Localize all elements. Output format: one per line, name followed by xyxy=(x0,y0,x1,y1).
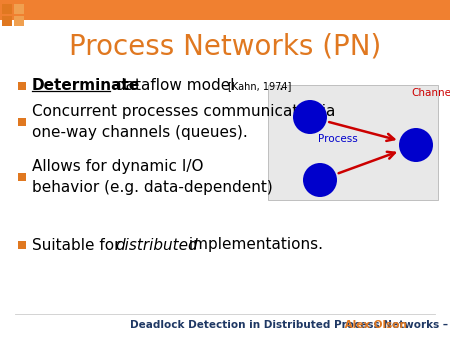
Text: Process Networks (PN): Process Networks (PN) xyxy=(69,32,381,60)
Text: dataflow model: dataflow model xyxy=(111,78,239,94)
Text: Determinate: Determinate xyxy=(32,78,140,94)
Bar xyxy=(18,82,26,90)
Text: distributed: distributed xyxy=(115,238,198,252)
Bar xyxy=(14,16,24,26)
Bar xyxy=(18,241,26,249)
Text: implementations.: implementations. xyxy=(184,238,323,252)
Circle shape xyxy=(399,128,433,162)
Text: Suitable for: Suitable for xyxy=(32,238,126,252)
Text: [Kahn, 1974]: [Kahn, 1974] xyxy=(228,81,292,91)
Bar xyxy=(18,173,26,181)
Text: Process: Process xyxy=(318,134,358,144)
Text: Alex Olson: Alex Olson xyxy=(341,320,407,330)
Bar xyxy=(18,118,26,126)
Circle shape xyxy=(303,163,337,197)
Circle shape xyxy=(293,100,327,134)
Text: .: . xyxy=(278,78,283,94)
Text: Allows for dynamic I/O
behavior (e.g. data-dependent): Allows for dynamic I/O behavior (e.g. da… xyxy=(32,159,273,195)
Bar xyxy=(2,4,12,14)
Bar xyxy=(2,16,12,26)
Text: Deadlock Detection in Distributed Process Networks –: Deadlock Detection in Distributed Proces… xyxy=(130,320,448,330)
Bar xyxy=(14,4,24,14)
Bar xyxy=(268,85,438,200)
Text: Concurrent processes communicate via
one-way channels (queues).: Concurrent processes communicate via one… xyxy=(32,104,335,140)
Text: Channel: Channel xyxy=(411,88,450,98)
Bar xyxy=(0,0,450,20)
